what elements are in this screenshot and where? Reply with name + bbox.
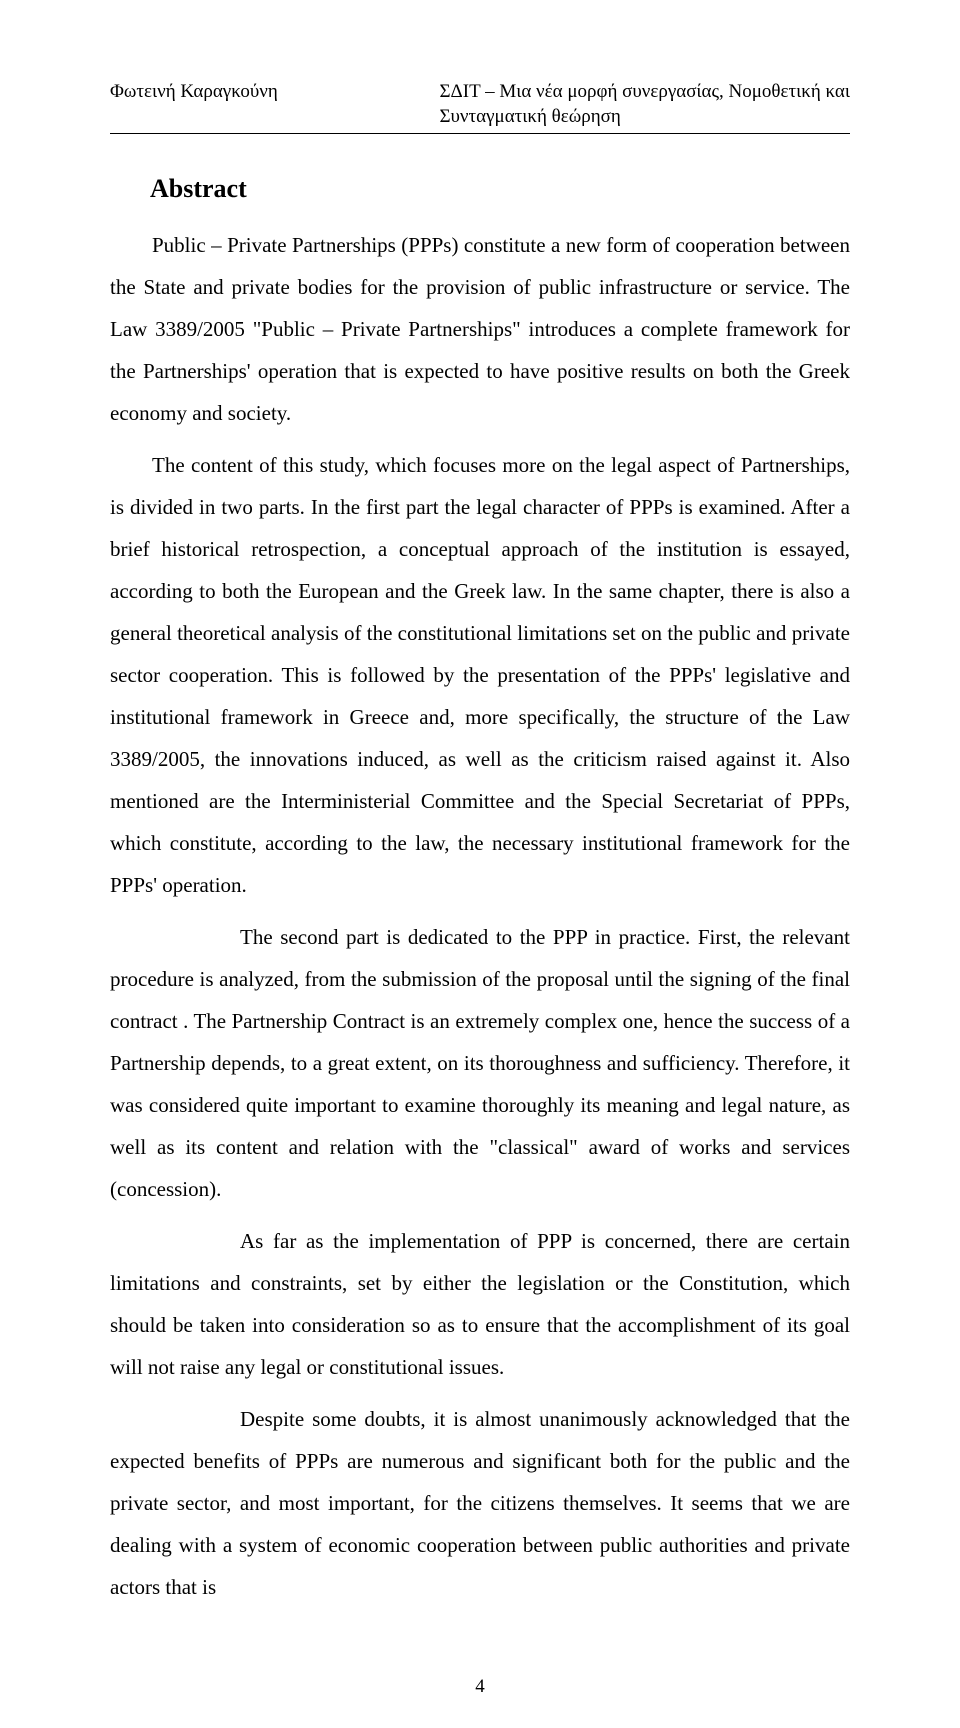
abstract-paragraph-1: Public – Private Partnerships (PPPs) con… [110, 224, 850, 434]
header-title-line-2: Συνταγματική θεώρηση [439, 105, 850, 130]
running-header: Φωτεινή Καραγκούνη ΣΔΙΤ – Μια νέα μορφή … [110, 80, 850, 129]
header-rule [110, 133, 850, 134]
abstract-paragraph-5: Despite some doubts, it is almost unanim… [110, 1398, 850, 1608]
abstract-paragraph-2: The content of this study, which focuses… [110, 444, 850, 906]
header-title-block: ΣΔΙΤ – Μια νέα μορφή συνεργασίας, Νομοθε… [439, 80, 850, 129]
section-heading-abstract: Abstract [150, 174, 850, 204]
header-author: Φωτεινή Καραγκούνη [110, 80, 278, 129]
abstract-paragraph-4: As far as the implementation of PPP is c… [110, 1220, 850, 1388]
page: Φωτεινή Καραγκούνη ΣΔΙΤ – Μια νέα μορφή … [0, 0, 960, 1728]
page-number: 4 [0, 1676, 960, 1698]
header-title-line-1: ΣΔΙΤ – Μια νέα μορφή συνεργασίας, Νομοθε… [439, 80, 850, 105]
abstract-paragraph-3: The second part is dedicated to the PPP … [110, 916, 850, 1210]
